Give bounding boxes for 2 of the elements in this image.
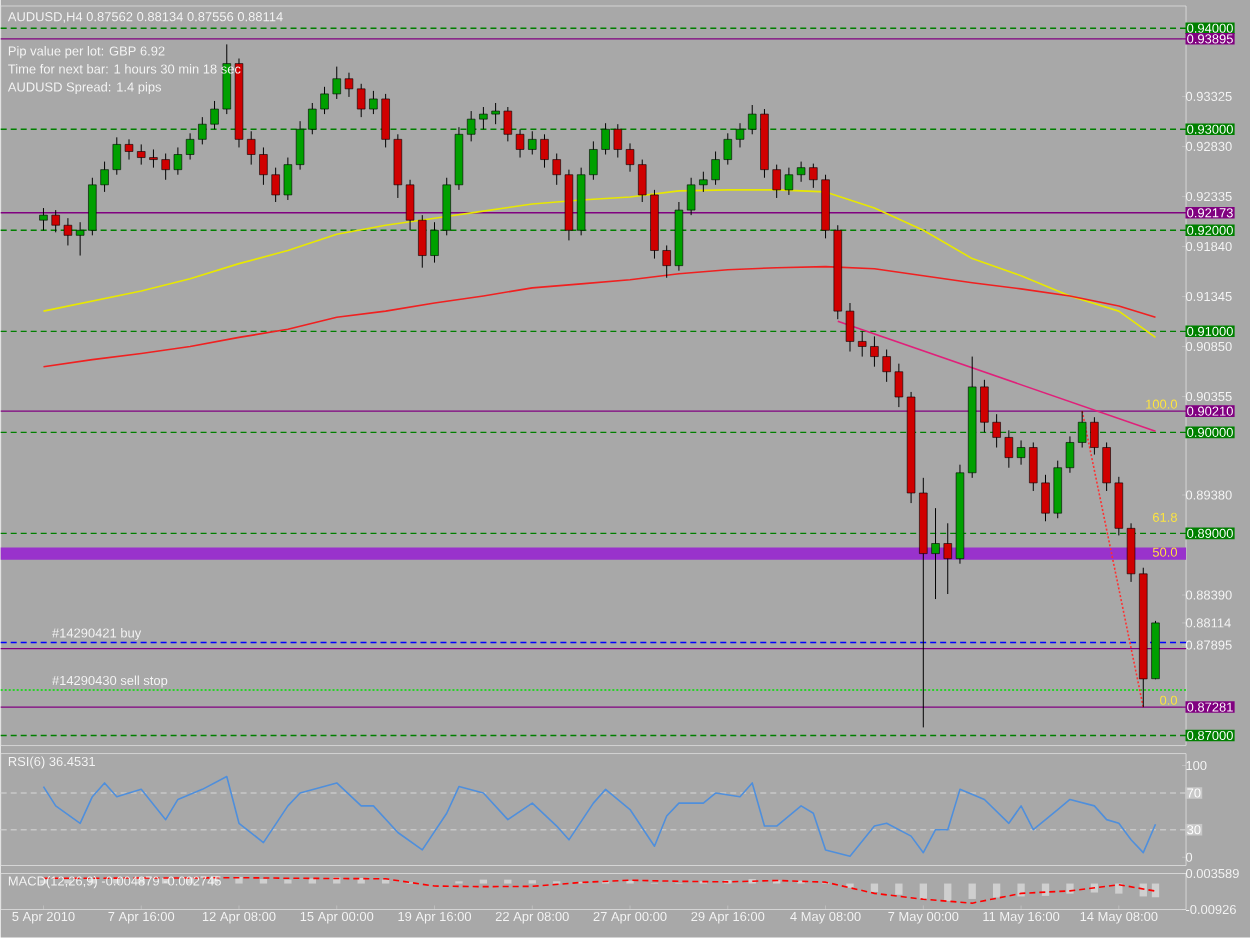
line-series	[42, 266, 1157, 368]
line-series	[42, 775, 1157, 858]
